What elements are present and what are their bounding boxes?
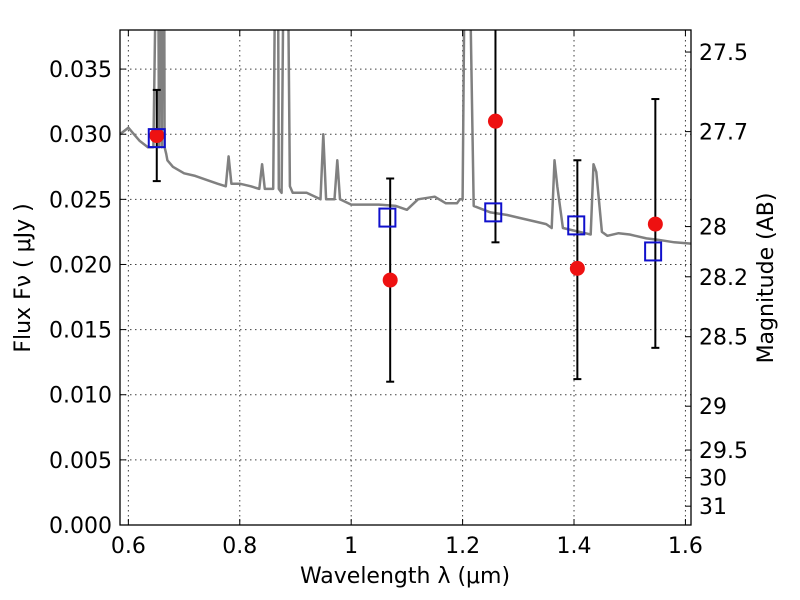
y-tick-label: 0.020 xyxy=(49,253,112,278)
mag-tick-label: 27.5 xyxy=(699,41,748,66)
y-tick-label: 0.000 xyxy=(49,514,112,539)
model-band-point xyxy=(484,202,503,223)
y-tick-label: 0.035 xyxy=(49,58,112,83)
model-spectrum xyxy=(120,30,691,245)
y-tick-label: 0.015 xyxy=(49,319,112,344)
x-tick-label: 0.6 xyxy=(111,534,146,559)
model-band-points xyxy=(147,128,663,262)
y-axis-label: Flux Fν ( μJy ) xyxy=(11,203,36,352)
x-tick-label: 1.2 xyxy=(445,534,480,559)
mag-tick-label: 30 xyxy=(699,467,727,492)
x-tick-label: 1.6 xyxy=(668,534,703,559)
mag-tick-label: 29 xyxy=(699,395,727,420)
observed-points xyxy=(149,113,663,288)
model-band-point xyxy=(378,207,397,228)
mag-tick-label: 31 xyxy=(699,495,727,520)
error-bars xyxy=(152,30,660,383)
observed-point xyxy=(487,113,503,129)
x-tick-label: 0.8 xyxy=(222,534,257,559)
y-tick-label: 0.010 xyxy=(49,384,112,409)
observed-point xyxy=(149,128,165,144)
mag-tick-label: 28.5 xyxy=(699,326,748,351)
model-band-point xyxy=(567,215,586,236)
y-tick-label: 0.030 xyxy=(49,123,112,148)
model-band-point xyxy=(147,128,166,149)
y-tick-label: 0.025 xyxy=(49,188,112,213)
plot-frame xyxy=(119,29,692,526)
y-tick-label: 0.005 xyxy=(49,449,112,474)
model-spectrum-line xyxy=(120,30,691,245)
x-tick-label: 1 xyxy=(344,534,358,559)
mag-tick-label: 28 xyxy=(699,216,727,241)
mag-tick-label: 27.7 xyxy=(699,121,748,146)
mag-tick-label: 29.5 xyxy=(699,439,748,464)
x-axis-label: Wavelength λ (μm) xyxy=(300,564,510,589)
ticks: 0.6 0.8 1 1.2 1.4 1.6 0.000 0.005 0.010 0.015 0.02… xyxy=(49,30,748,559)
grid-lines xyxy=(120,30,691,526)
x-tick-label: 1.4 xyxy=(557,534,592,559)
observed-point xyxy=(647,216,663,232)
observed-point xyxy=(569,260,585,276)
y-axis-label-right: Magnitude (AB) xyxy=(754,193,779,364)
model-band-point xyxy=(644,241,663,262)
observed-point xyxy=(382,272,398,288)
mag-tick-label: 28.2 xyxy=(699,266,748,291)
